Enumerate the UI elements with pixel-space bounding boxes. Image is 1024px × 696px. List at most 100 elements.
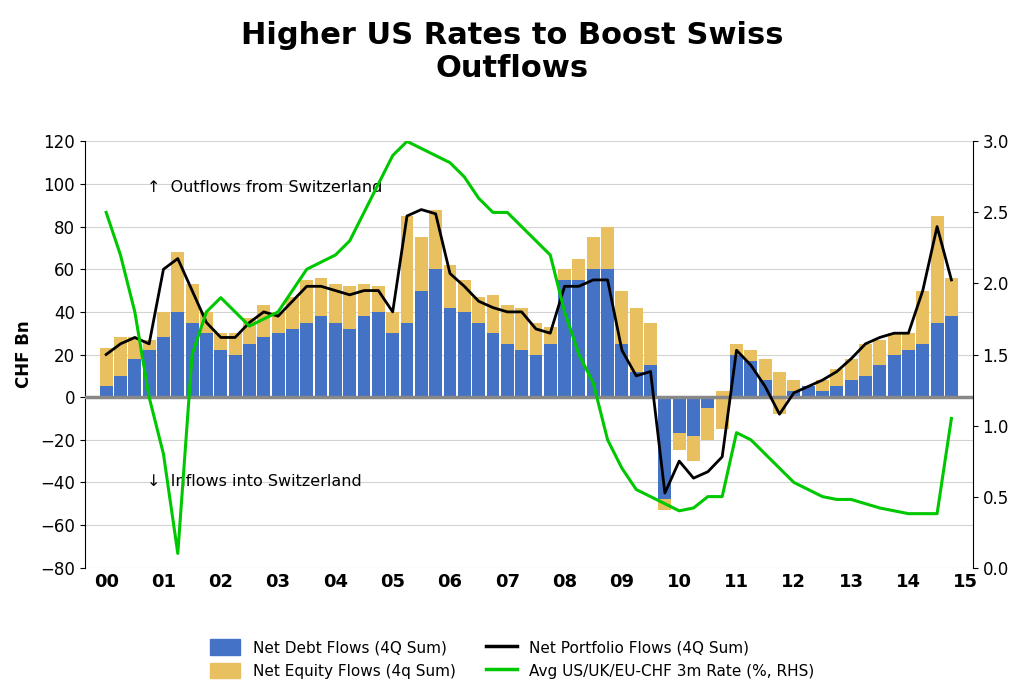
Bar <box>859 344 871 376</box>
Bar <box>343 286 356 329</box>
Bar <box>644 322 657 397</box>
Bar <box>515 308 528 350</box>
Bar <box>916 344 929 397</box>
Bar <box>873 365 886 397</box>
Bar <box>157 338 170 397</box>
Bar <box>601 227 614 397</box>
Bar <box>171 312 184 397</box>
Bar <box>902 333 914 350</box>
Bar <box>243 318 256 344</box>
Bar <box>200 312 213 333</box>
Bar <box>759 358 772 380</box>
Bar <box>658 500 672 510</box>
Bar <box>716 390 729 429</box>
Bar <box>314 316 328 397</box>
Bar <box>157 312 170 338</box>
Bar <box>300 322 313 397</box>
Bar <box>931 322 943 397</box>
Bar <box>114 376 127 397</box>
Bar <box>128 338 141 358</box>
Bar <box>486 333 500 397</box>
Bar <box>873 340 886 365</box>
Bar <box>400 322 414 397</box>
Bar <box>673 397 686 450</box>
Bar <box>658 397 672 500</box>
Bar <box>816 390 828 397</box>
Bar <box>544 327 557 344</box>
Bar <box>99 386 113 397</box>
Bar <box>716 397 729 429</box>
Bar <box>587 237 600 269</box>
Bar <box>787 380 801 390</box>
Bar <box>759 358 772 397</box>
Bar <box>314 278 328 316</box>
Bar <box>228 333 242 354</box>
Bar <box>329 284 342 322</box>
Bar <box>802 386 815 397</box>
Bar <box>673 434 686 450</box>
Bar <box>472 297 485 322</box>
Bar <box>845 380 857 397</box>
Bar <box>329 322 342 397</box>
Bar <box>386 333 399 397</box>
Bar <box>357 316 371 397</box>
Bar <box>429 269 442 397</box>
Bar <box>343 329 356 397</box>
Bar <box>400 216 414 322</box>
Legend: Net Debt Flows (4Q Sum), Net Equity Flows (4q Sum), Net Portfolio Flows (4Q Sum): Net Debt Flows (4Q Sum), Net Equity Flow… <box>204 633 820 685</box>
Bar <box>214 350 227 397</box>
Bar <box>128 358 141 397</box>
Bar <box>386 312 399 333</box>
Bar <box>142 340 156 350</box>
Bar <box>845 358 857 380</box>
Bar <box>730 354 743 397</box>
Text: Higher US Rates to Boost Swiss
Outflows: Higher US Rates to Boost Swiss Outflows <box>241 21 783 84</box>
Bar <box>271 312 285 333</box>
Bar <box>415 237 428 290</box>
Bar <box>458 312 471 397</box>
Bar <box>486 295 500 333</box>
Y-axis label: CHF Bn: CHF Bn <box>15 321 33 388</box>
Bar <box>572 259 586 280</box>
Bar <box>171 252 184 312</box>
Bar <box>529 322 543 354</box>
Bar <box>185 322 199 397</box>
Bar <box>572 259 586 397</box>
Bar <box>630 308 643 397</box>
Bar <box>730 344 743 354</box>
Bar <box>902 350 914 397</box>
Bar <box>644 322 657 365</box>
Bar <box>357 284 371 316</box>
Bar <box>558 269 571 397</box>
Bar <box>701 397 715 440</box>
Bar <box>773 372 786 414</box>
Bar <box>286 297 299 329</box>
Bar <box>429 209 442 269</box>
Bar <box>257 338 270 397</box>
Bar <box>243 344 256 397</box>
Bar <box>687 436 700 461</box>
Text: ↓  Inflows into Switzerland: ↓ Inflows into Switzerland <box>146 474 361 489</box>
Bar <box>271 333 285 397</box>
Bar <box>744 350 758 361</box>
Bar <box>443 265 457 308</box>
Bar <box>916 290 929 344</box>
Bar <box>185 284 199 322</box>
Bar <box>888 354 900 397</box>
Bar <box>372 286 385 312</box>
Bar <box>472 322 485 397</box>
Bar <box>501 344 514 397</box>
Bar <box>830 370 843 386</box>
Bar <box>458 280 471 312</box>
Bar <box>372 312 385 397</box>
Bar <box>945 316 957 397</box>
Bar <box>859 376 871 397</box>
Bar <box>615 290 629 344</box>
Bar <box>214 333 227 350</box>
Bar <box>787 380 801 397</box>
Text: ↑  Outflows from Switzerland: ↑ Outflows from Switzerland <box>146 180 382 195</box>
Bar <box>99 348 113 386</box>
Bar <box>931 216 943 322</box>
Bar <box>830 386 843 397</box>
Bar <box>501 306 514 344</box>
